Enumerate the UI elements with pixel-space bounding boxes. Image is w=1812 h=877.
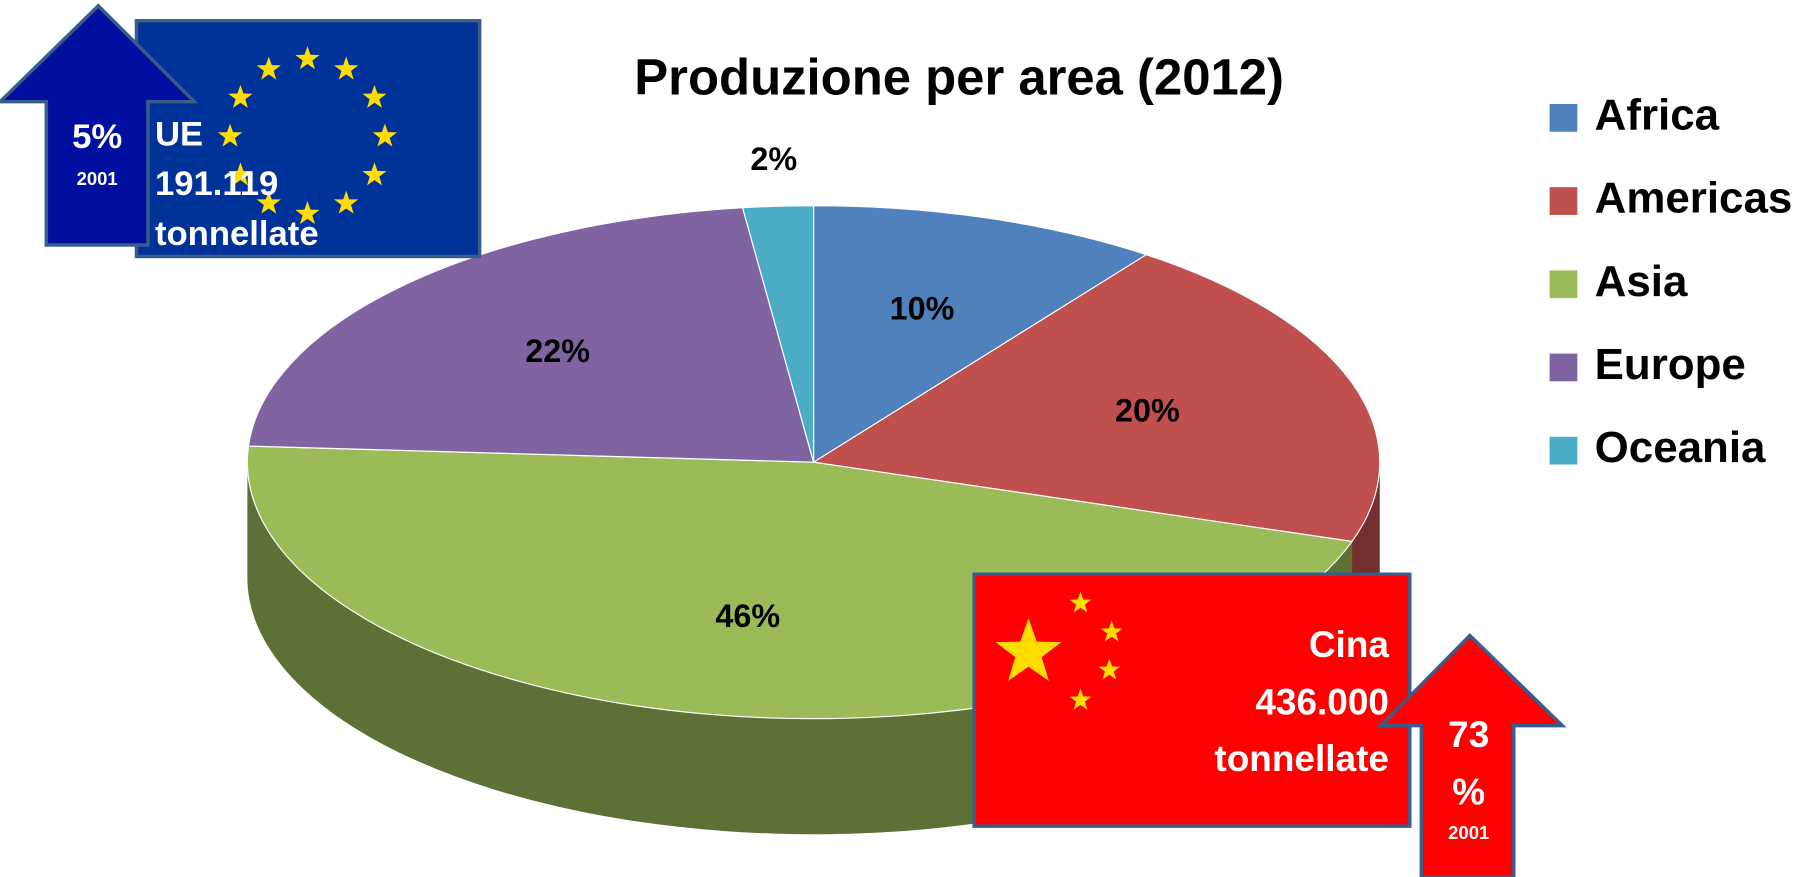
legend-label: Africa <box>1595 90 1720 139</box>
star <box>1098 658 1121 680</box>
star <box>256 56 281 80</box>
eu-amount: 191.119 <box>155 165 278 203</box>
eu-change: 5% <box>72 118 122 156</box>
slice <box>811 254 1381 543</box>
eu-year: 2001 <box>77 168 118 189</box>
eu-stars <box>217 46 398 225</box>
legend-swatch <box>1549 270 1578 299</box>
legend-label: Oceania <box>1595 423 1766 472</box>
star <box>256 190 281 214</box>
slice <box>247 207 815 463</box>
eu-arrow <box>0 3 199 247</box>
data-label: 10% <box>890 290 955 326</box>
legend-label: Europe <box>1595 340 1746 389</box>
star <box>362 162 387 186</box>
eu-unit: tonnellate <box>155 215 319 253</box>
china-arrow <box>1376 633 1567 877</box>
slice <box>812 205 1148 464</box>
eu-label: UE <box>155 116 203 154</box>
star <box>334 190 359 214</box>
legend-label: Asia <box>1595 257 1688 306</box>
legend-swatch <box>1549 436 1578 465</box>
star <box>1069 688 1092 710</box>
star <box>372 123 398 147</box>
data-label: 20% <box>1115 393 1180 429</box>
star <box>995 618 1062 681</box>
china-unit: tonnellate <box>1214 738 1389 779</box>
china-amount: 436.000 <box>1255 682 1389 723</box>
slice <box>741 205 815 463</box>
china-change-unit: % <box>1452 772 1485 813</box>
china-stars <box>995 591 1123 710</box>
legend-swatch <box>1549 103 1578 132</box>
star <box>1100 620 1123 642</box>
legend-swatch <box>1549 187 1578 215</box>
china-year: 2001 <box>1448 822 1489 843</box>
china-flag <box>972 572 1412 828</box>
data-label: 22% <box>525 333 590 369</box>
data-label: 46% <box>715 598 780 634</box>
star <box>362 84 387 108</box>
star <box>228 162 253 186</box>
data-label: 2% <box>750 141 797 177</box>
star <box>295 201 320 225</box>
legend-label: Americas <box>1595 174 1793 223</box>
star <box>1069 591 1092 613</box>
star <box>217 123 243 147</box>
china-label: Cina <box>1309 624 1390 665</box>
star <box>228 84 253 108</box>
star <box>334 56 359 80</box>
china-change: 73 <box>1448 714 1489 755</box>
legend: Africa Americas Asia Europe Oceania <box>1549 90 1793 472</box>
legend-swatch <box>1549 353 1578 382</box>
chart-title: Produzione per area (2012) <box>634 48 1284 105</box>
star <box>295 46 320 70</box>
